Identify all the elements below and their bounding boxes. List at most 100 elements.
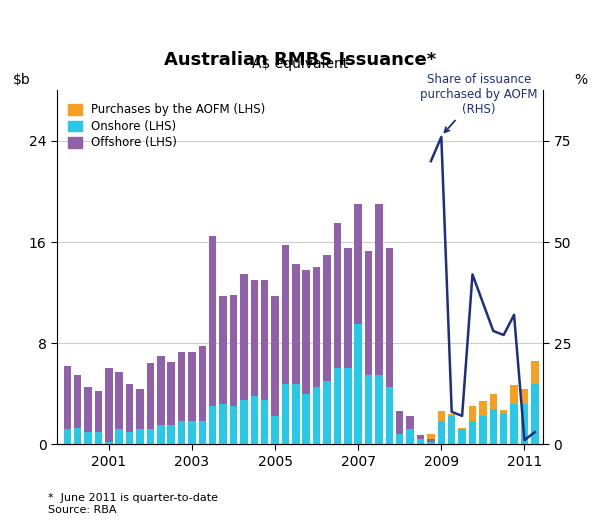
Bar — [479, 401, 487, 417]
Bar — [146, 429, 154, 444]
Bar — [313, 267, 320, 387]
Title: Australian RMBS Issuance*: Australian RMBS Issuance* — [164, 51, 436, 69]
Bar — [511, 385, 518, 404]
Bar — [115, 372, 123, 429]
Bar — [167, 425, 175, 444]
Bar — [479, 417, 487, 444]
Bar — [209, 406, 217, 444]
Bar — [396, 434, 403, 444]
Bar — [240, 400, 248, 444]
Bar — [375, 375, 383, 444]
Bar — [531, 384, 539, 444]
Bar — [64, 429, 71, 444]
Bar — [261, 280, 268, 400]
Bar — [230, 406, 237, 444]
Bar — [302, 270, 310, 394]
Bar — [406, 429, 414, 444]
Bar — [427, 441, 434, 444]
Bar — [365, 375, 373, 444]
Bar — [199, 421, 206, 444]
Bar — [458, 429, 466, 444]
Bar — [178, 421, 185, 444]
Bar — [490, 394, 497, 409]
Bar — [292, 264, 299, 384]
Bar — [115, 429, 123, 444]
Bar — [375, 204, 383, 375]
Bar — [334, 368, 341, 444]
Bar — [84, 387, 92, 432]
Text: A$ equivalent: A$ equivalent — [252, 57, 348, 71]
Bar — [406, 417, 414, 429]
Text: Share of issuance
purchased by AOFM
(RHS): Share of issuance purchased by AOFM (RHS… — [420, 73, 538, 132]
Bar — [64, 366, 71, 429]
Bar — [136, 429, 144, 444]
Bar — [448, 414, 455, 417]
Bar — [386, 249, 393, 387]
Bar — [271, 417, 279, 444]
Bar — [500, 412, 508, 444]
Bar — [386, 387, 393, 444]
Bar — [437, 421, 445, 444]
Bar — [323, 255, 331, 381]
Legend: Purchases by the AOFM (LHS), Onshore (LHS), Offshore (LHS): Purchases by the AOFM (LHS), Onshore (LH… — [68, 103, 265, 149]
Text: *  June 2011 is quarter-to-date
Source: RBA: * June 2011 is quarter-to-date Source: R… — [48, 493, 218, 515]
Bar — [95, 432, 102, 444]
Bar — [469, 421, 476, 444]
Bar — [355, 324, 362, 444]
Bar — [95, 391, 102, 432]
Bar — [396, 411, 403, 434]
Bar — [240, 274, 248, 400]
Bar — [313, 387, 320, 444]
Bar — [105, 441, 113, 444]
Bar — [84, 432, 92, 444]
Bar — [344, 249, 352, 368]
Bar — [437, 411, 445, 421]
Bar — [105, 368, 113, 441]
Bar — [469, 406, 476, 421]
Bar — [334, 223, 341, 368]
Bar — [521, 404, 528, 444]
Bar — [417, 435, 424, 439]
Bar — [323, 381, 331, 444]
Bar — [188, 421, 196, 444]
Bar — [282, 244, 289, 384]
Bar — [251, 396, 258, 444]
Bar — [458, 428, 466, 429]
Bar — [220, 404, 227, 444]
Bar — [199, 346, 206, 421]
Bar — [531, 361, 539, 384]
Bar — [126, 432, 133, 444]
Bar — [188, 352, 196, 421]
Text: $b: $b — [13, 73, 31, 87]
Bar — [282, 384, 289, 444]
Bar — [490, 409, 497, 444]
Bar — [500, 410, 508, 412]
Bar — [511, 404, 518, 444]
Bar — [178, 352, 185, 421]
Bar — [146, 363, 154, 429]
Bar — [126, 384, 133, 432]
Bar — [220, 296, 227, 404]
Bar — [417, 439, 424, 444]
Bar — [157, 356, 164, 425]
Bar — [251, 280, 258, 396]
Bar — [448, 417, 455, 444]
Bar — [521, 388, 528, 404]
Bar — [271, 296, 279, 417]
Bar — [427, 439, 434, 441]
Text: %: % — [574, 73, 587, 87]
Bar — [74, 428, 82, 444]
Bar — [427, 434, 434, 439]
Bar — [157, 425, 164, 444]
Bar — [302, 394, 310, 444]
Bar — [292, 384, 299, 444]
Bar — [355, 204, 362, 324]
Bar — [74, 375, 82, 428]
Bar — [167, 362, 175, 425]
Bar — [261, 400, 268, 444]
Bar — [365, 251, 373, 375]
Bar — [209, 236, 217, 406]
Bar — [136, 388, 144, 429]
Bar — [344, 368, 352, 444]
Bar — [230, 295, 237, 406]
